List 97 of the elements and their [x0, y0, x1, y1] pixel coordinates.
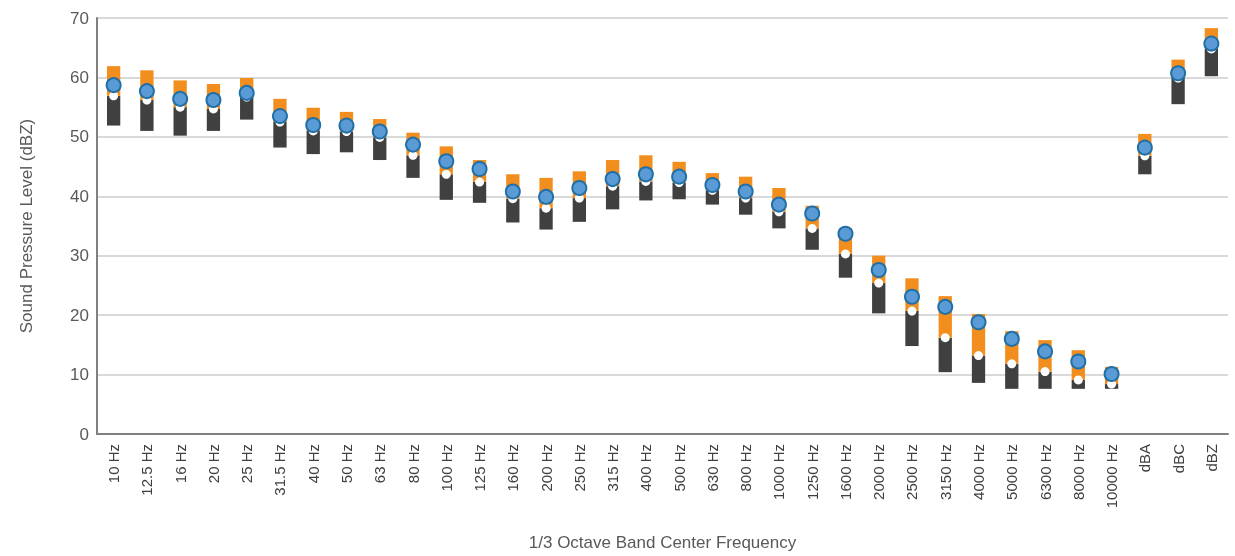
point	[405, 136, 422, 153]
point	[604, 171, 621, 188]
point	[1070, 353, 1087, 370]
x-tick-label: 31.5 Hz	[271, 444, 289, 496]
bar	[938, 337, 952, 373]
x-tick-label: 80 Hz	[404, 444, 422, 484]
point	[1003, 330, 1020, 347]
point	[1073, 375, 1083, 385]
point	[538, 188, 555, 205]
y-tick-label: 10	[70, 365, 89, 385]
point	[338, 117, 355, 134]
x-tick-label: 10000 Hz	[1103, 444, 1121, 509]
point	[271, 108, 288, 125]
x-tick-label: 8000 Hz	[1069, 444, 1087, 500]
bar	[1171, 78, 1185, 105]
point	[504, 183, 521, 200]
point	[770, 196, 787, 213]
y-tick-label: 70	[70, 8, 89, 28]
x-tick-label: 5000 Hz	[1003, 444, 1021, 500]
point	[940, 333, 950, 343]
point	[737, 183, 754, 200]
x-tick-label: 2000 Hz	[870, 444, 888, 500]
x-tick-label: 200 Hz	[537, 444, 555, 492]
x-tick-label: 800 Hz	[737, 444, 755, 492]
point	[305, 116, 322, 133]
point	[807, 223, 817, 233]
point	[870, 261, 887, 278]
x-tick-label: dBA	[1136, 444, 1154, 473]
point	[937, 298, 954, 315]
point	[1037, 343, 1054, 360]
point	[1136, 139, 1153, 156]
point	[671, 168, 688, 185]
point	[874, 278, 884, 288]
point	[1040, 367, 1050, 377]
x-tick-label: 4000 Hz	[970, 444, 988, 500]
bar	[273, 122, 287, 148]
x-tick-label: 160 Hz	[504, 444, 522, 492]
x-tick-label: dBZ	[1202, 444, 1220, 472]
x-tick-label: 20 Hz	[204, 444, 222, 484]
bar	[106, 95, 121, 126]
x-axis-title: 1/3 Octave Band Center Frequency	[528, 533, 797, 552]
point	[637, 166, 654, 183]
x-tick-label: 315 Hz	[604, 444, 622, 492]
bar	[905, 310, 919, 347]
y-tick-label: 50	[70, 127, 89, 147]
point	[804, 205, 821, 222]
point	[907, 306, 917, 316]
point	[371, 123, 388, 140]
y-axis-title: Sound Pressure Level (dBZ)	[17, 118, 36, 334]
x-tick-label: 25 Hz	[238, 444, 256, 484]
point	[970, 314, 987, 331]
x-tick-label: 630 Hz	[703, 444, 721, 492]
x-tick-label: 2500 Hz	[903, 444, 921, 500]
point	[571, 179, 588, 196]
x-tick-label: 6300 Hz	[1036, 444, 1054, 500]
point	[238, 84, 255, 101]
point	[438, 153, 455, 170]
x-tick-label: 63 Hz	[371, 444, 389, 484]
x-tick-label: 1250 Hz	[803, 444, 821, 500]
y-tick-label: 0	[79, 424, 89, 444]
point	[904, 288, 920, 305]
x-tick-label: 400 Hz	[637, 444, 655, 492]
x-tick-label: 10 Hz	[105, 444, 123, 484]
point	[974, 351, 984, 361]
point	[1007, 359, 1017, 369]
x-tick-label: 40 Hz	[304, 444, 322, 484]
bar	[406, 155, 420, 178]
point	[1203, 35, 1220, 52]
point	[541, 203, 551, 213]
bar	[140, 100, 154, 131]
point	[138, 83, 155, 100]
bar	[173, 107, 187, 136]
y-tick-label: 20	[70, 305, 89, 325]
point	[704, 177, 721, 193]
x-tick-label: 500 Hz	[670, 444, 688, 492]
point	[205, 92, 222, 109]
point	[105, 77, 122, 94]
x-tick-label: 1600 Hz	[836, 444, 854, 500]
x-tick-label: 50 Hz	[337, 444, 355, 484]
x-tick-label: 125 Hz	[471, 444, 489, 492]
x-tick-label: 1000 Hz	[770, 444, 788, 500]
y-tick-label: 60	[70, 67, 89, 87]
x-tick-label: 12.5 Hz	[138, 444, 156, 496]
point	[172, 90, 189, 107]
point	[475, 177, 485, 187]
point	[840, 249, 850, 259]
x-tick-label: 16 Hz	[171, 444, 189, 484]
point	[1170, 65, 1187, 82]
x-tick-label: 250 Hz	[570, 444, 588, 492]
y-tick-label: 40	[70, 186, 89, 206]
x-tick-label: 3150 Hz	[936, 444, 954, 500]
x-tick-label: 100 Hz	[437, 444, 455, 492]
point	[471, 160, 488, 177]
point	[441, 169, 451, 179]
x-tick-label: dBC	[1169, 443, 1187, 474]
point	[837, 225, 854, 242]
y-tick-label: 30	[70, 246, 89, 266]
